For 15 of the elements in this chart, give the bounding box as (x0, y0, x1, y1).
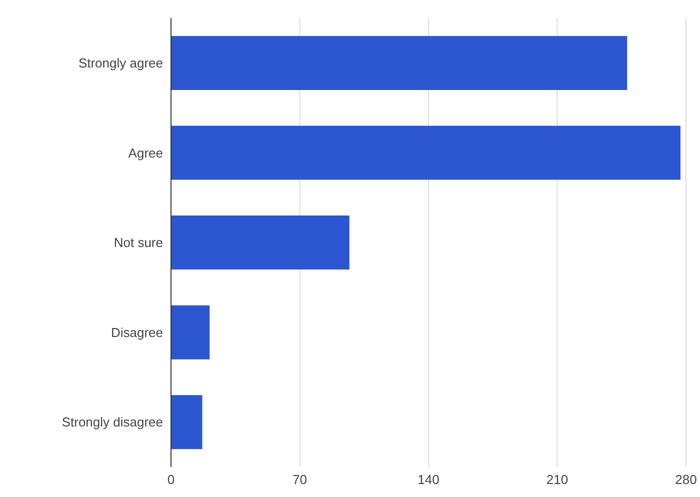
y-tick-label: Strongly agree (78, 56, 163, 71)
bar (171, 126, 680, 180)
bar (171, 395, 202, 450)
y-tick-label: Disagree (110, 324, 163, 340)
y-tick-label: Strongly disagree (62, 414, 163, 430)
x-tick-label: 140 (418, 472, 440, 488)
bar (171, 36, 628, 90)
bar (171, 216, 350, 270)
bar (171, 305, 210, 360)
x-tick-label: 0 (167, 472, 175, 488)
y-tick-label: Not sure (114, 235, 163, 250)
y-tick-label: Agree (128, 145, 163, 160)
x-tick-label: 280 (675, 472, 697, 488)
x-tick-label: 210 (546, 472, 568, 488)
x-tick-label: 70 (292, 472, 307, 488)
